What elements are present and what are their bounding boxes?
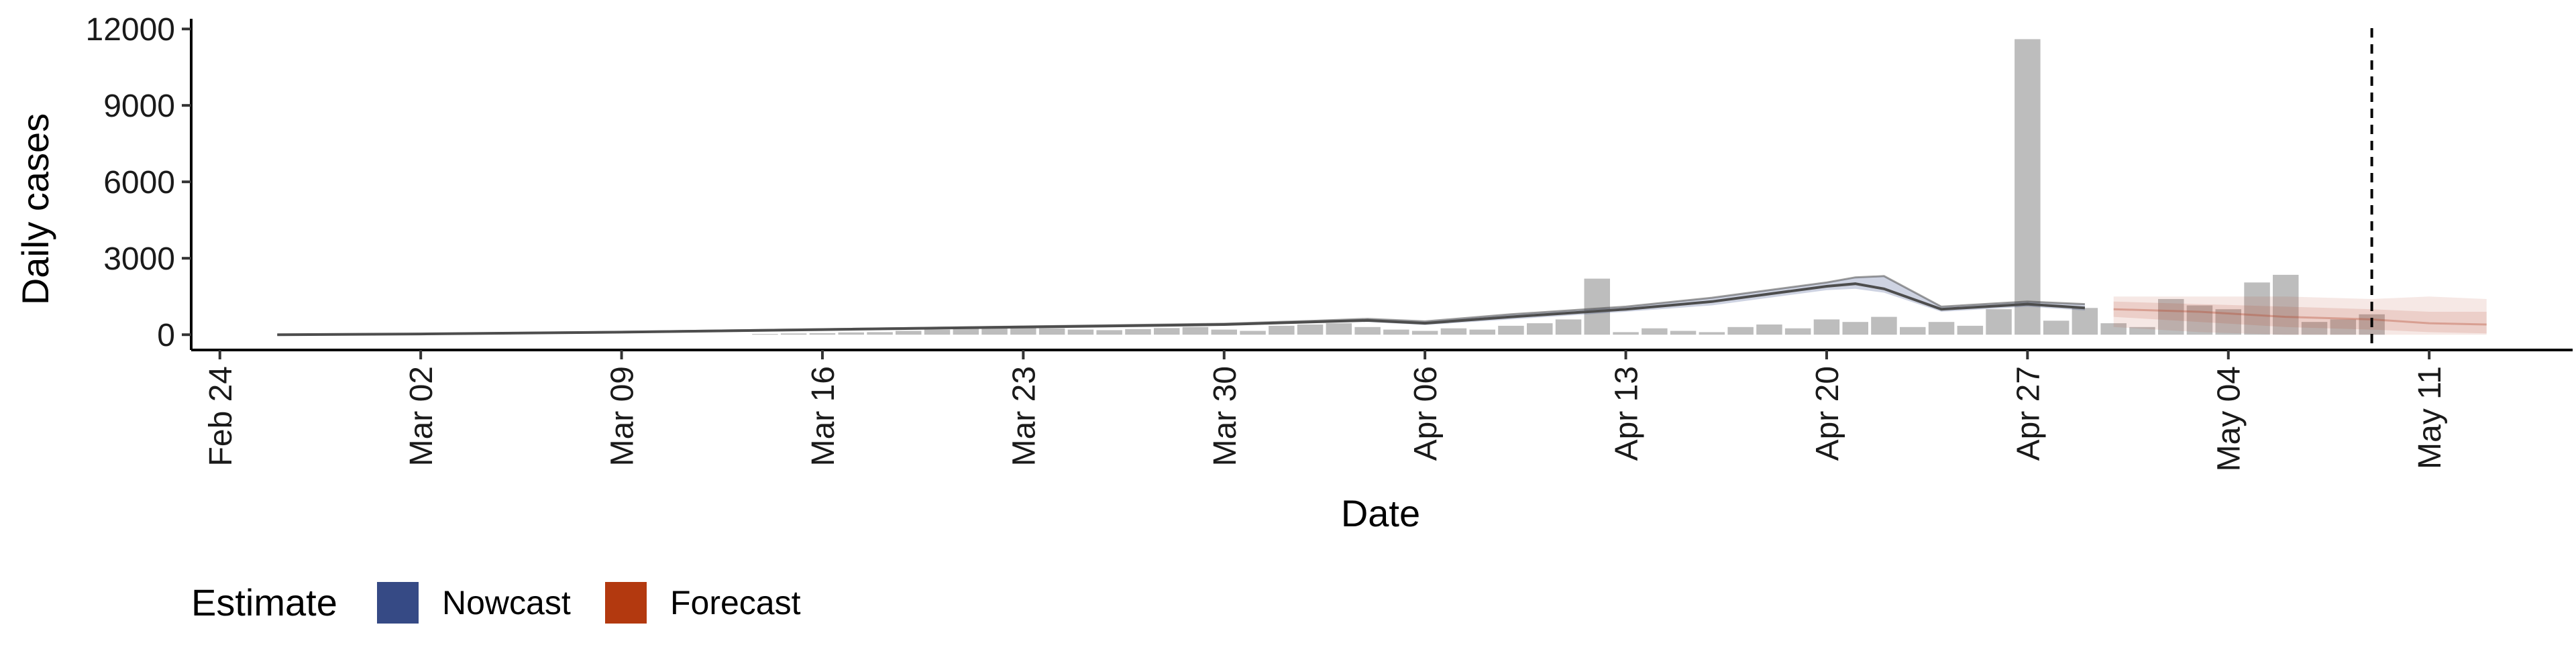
x-tick-label: May 11 xyxy=(2412,366,2448,469)
case-bar xyxy=(1613,332,1639,335)
case-bar xyxy=(1871,316,1897,335)
legend-title: Estimate xyxy=(191,581,337,624)
case-bar xyxy=(953,328,979,335)
x-tick-label: Feb 24 xyxy=(203,366,239,466)
axes xyxy=(182,19,2573,359)
case-bar xyxy=(1383,329,1409,335)
x-tick-label: Mar 09 xyxy=(605,366,641,466)
case-bar xyxy=(2015,39,2041,335)
x-tick-label: Apr 06 xyxy=(1408,366,1444,461)
case-bar xyxy=(1699,332,1725,335)
x-tick-label: Apr 20 xyxy=(1810,366,1845,461)
y-tick-label: 12000 xyxy=(86,12,175,48)
forecast-outer-band xyxy=(2113,296,2487,335)
legend-item-label: Nowcast xyxy=(442,584,571,622)
case-bar xyxy=(1354,327,1381,335)
case-bar xyxy=(1842,322,1868,335)
y-tick-label: 9000 xyxy=(103,89,175,124)
x-tick-label: Mar 23 xyxy=(1006,366,1042,466)
case-bar xyxy=(1784,328,1811,335)
case-bar xyxy=(1642,328,1668,335)
case-bar xyxy=(2215,309,2241,335)
case-bar xyxy=(2330,319,2357,335)
nowcast-median-line xyxy=(277,282,2086,337)
case-bar xyxy=(1125,329,1151,335)
case-bar xyxy=(1469,329,1495,335)
case-bar xyxy=(1527,323,1553,335)
case-bar xyxy=(1813,319,1840,335)
case-bar xyxy=(780,333,807,335)
reported-cases-bars xyxy=(752,39,2385,335)
case-bar xyxy=(1440,328,1467,335)
case-bar xyxy=(2072,308,2098,335)
case-bar xyxy=(1727,327,1754,335)
legend: Estimate Nowcast Forecast xyxy=(191,581,801,624)
case-bar xyxy=(1038,328,1065,335)
case-bar xyxy=(1326,323,1352,335)
case-bar xyxy=(896,331,922,335)
case-bar xyxy=(1900,327,1926,335)
case-bar xyxy=(838,332,864,335)
legend-key-swatch xyxy=(377,582,419,624)
case-bar xyxy=(1297,325,1324,335)
case-bar xyxy=(1555,319,1582,335)
case-bar xyxy=(924,329,951,335)
case-bar xyxy=(2043,320,2070,335)
legend-key-swatch xyxy=(605,582,647,624)
case-bar xyxy=(2244,282,2270,335)
forecast-inner-band xyxy=(2113,301,2487,334)
y-tick-label: 3000 xyxy=(103,241,175,277)
case-bar xyxy=(1957,325,1984,335)
tick-labels: 0 3000 6000 9000 12000 Feb 24 Mar 02 Mar 09 Mar … xyxy=(86,12,2449,471)
x-axis-title: Date xyxy=(1341,492,1420,534)
case-bar xyxy=(1096,330,1122,335)
estimate-bands xyxy=(277,276,2487,335)
forecast-median-line xyxy=(2113,308,2487,326)
case-bar xyxy=(1928,322,1955,335)
estimate-lines xyxy=(277,275,2487,337)
legend-item-label: Forecast xyxy=(670,584,801,622)
case-bar xyxy=(2158,299,2184,335)
x-tick-label: Apr 13 xyxy=(1609,366,1645,461)
x-tick-label: May 04 xyxy=(2212,366,2247,471)
case-bar xyxy=(809,333,836,335)
case-bar xyxy=(1269,325,1295,335)
case-bar xyxy=(2129,327,2155,335)
x-tick-label: Mar 02 xyxy=(404,366,439,466)
case-bar xyxy=(1154,328,1180,335)
y-tick-label: 0 xyxy=(157,318,175,353)
case-bar xyxy=(2273,274,2299,335)
case-bar xyxy=(1584,278,1610,335)
case-bar xyxy=(1211,329,1237,335)
case-bar xyxy=(1670,331,1697,335)
case-bar xyxy=(2301,322,2328,335)
case-bar xyxy=(1498,325,1524,335)
case-bar xyxy=(1411,331,1438,335)
y-tick-label: 6000 xyxy=(103,165,175,200)
x-tick-label: Mar 16 xyxy=(806,366,841,466)
case-bar xyxy=(1986,309,2012,335)
case-bar xyxy=(1240,331,1266,335)
case-bar xyxy=(1182,327,1209,335)
case-bar xyxy=(2100,323,2127,335)
case-bar xyxy=(2186,305,2213,335)
case-bar xyxy=(981,327,1008,335)
case-bar xyxy=(1756,325,1782,335)
x-tick-label: Apr 27 xyxy=(2010,366,2046,461)
case-bar xyxy=(1067,329,1094,335)
case-bar xyxy=(752,334,778,335)
y-axis-title: Daily cases xyxy=(14,113,56,305)
case-bar xyxy=(867,332,893,335)
case-bar xyxy=(1010,327,1036,335)
x-tick-label: Mar 30 xyxy=(1208,366,1243,466)
